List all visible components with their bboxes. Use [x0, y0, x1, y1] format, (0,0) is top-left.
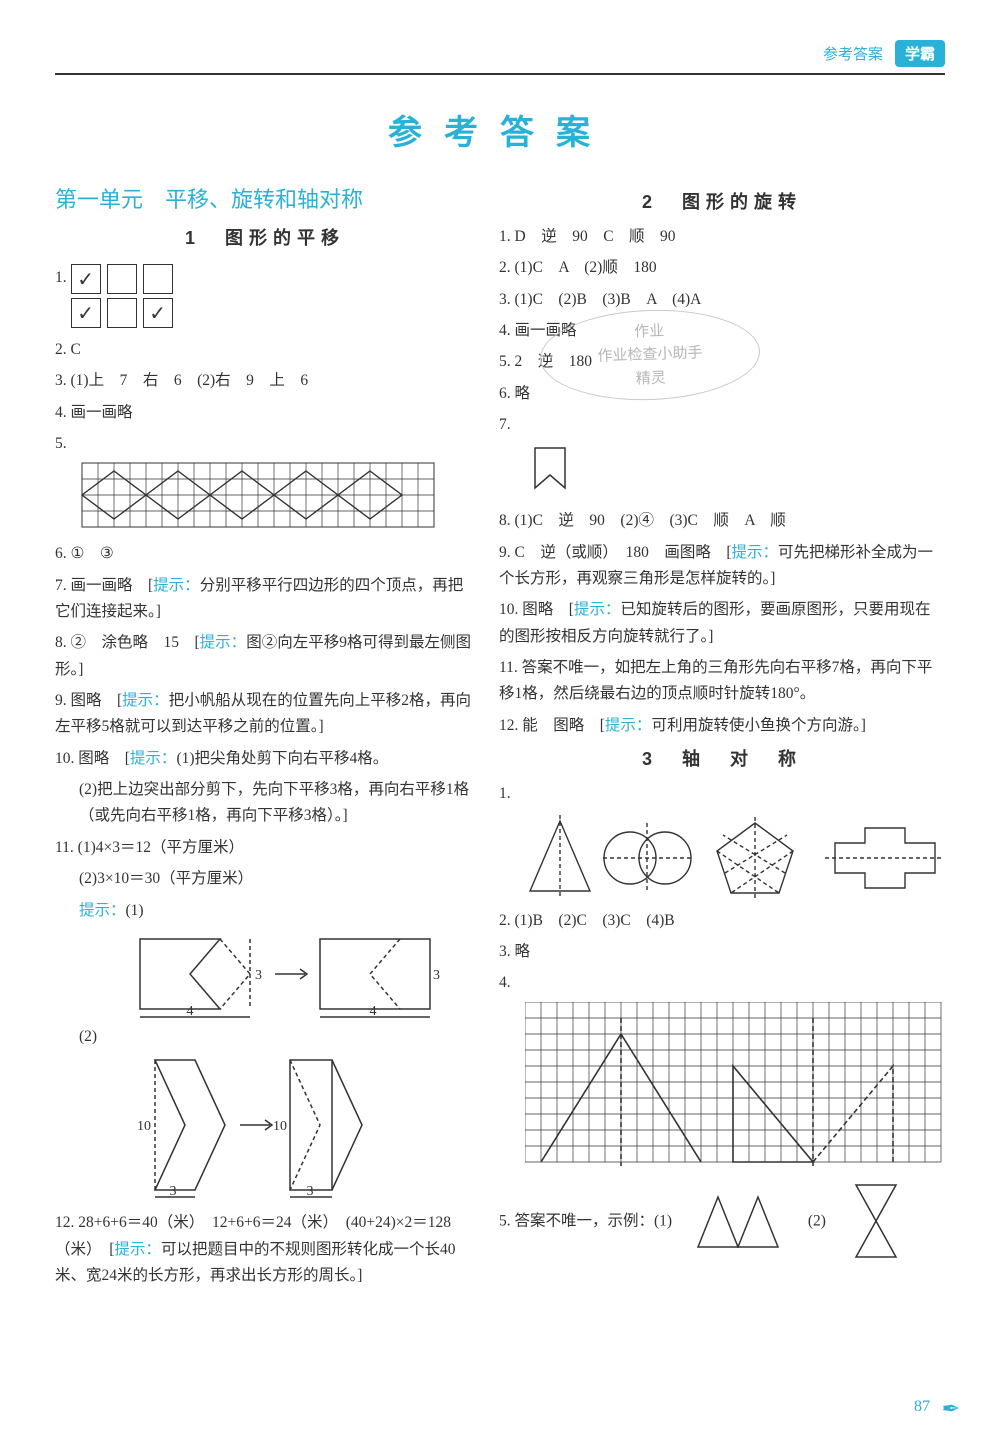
r12a: 12. 能 图略 [ — [499, 717, 605, 734]
svg-text:3: 3 — [433, 968, 440, 983]
section-title-3: 3 轴 对 称 — [499, 745, 945, 771]
q11d: (2) — [55, 1024, 475, 1050]
r5: 5. 2 逆 180 — [499, 349, 945, 375]
s2: 2. (1)B (2)C (3)C (4)B — [499, 908, 945, 934]
q7a: 7. 画一画略 [ — [55, 577, 153, 594]
q7: 7. 画一画略 [提示：分别平移平行四边形的四个顶点，再把它们连接起来。] — [55, 573, 475, 626]
page-title: 参考答案 — [55, 105, 945, 154]
svg-text:10: 10 — [273, 1119, 287, 1134]
header-badge: 学霸 — [895, 40, 945, 67]
q11c: (1) — [126, 902, 144, 919]
r7: 7. — [499, 412, 945, 438]
q3: 3. (1)上 7 右 6 (2)右 9 上 6 — [55, 368, 475, 394]
s3: 3. 略 — [499, 939, 945, 965]
s5b: (2) — [808, 1212, 826, 1229]
q4: 4. 画一画略 — [55, 400, 475, 426]
r1: 1. D 逆 90 C 顺 90 — [499, 224, 945, 250]
checkbox: ✓ — [71, 264, 101, 294]
q10a: 10. 图略 [ — [55, 750, 130, 767]
triangles-icon — [690, 1187, 790, 1257]
r8: 8. (1)C 逆 90 (2)④ (3)C 顺 A 顺 — [499, 508, 945, 534]
figure-q5 — [81, 462, 475, 536]
hint-label: 提示： — [122, 692, 169, 709]
right-column: 2 图形的旋转 1. D 逆 90 C 顺 90 2. (1)C A (2)顺 … — [499, 182, 945, 1294]
q9: 9. 图略 [提示：把小帆船从现在的位置先向上平移2格，再向左平移5格就可以到达… — [55, 688, 475, 741]
hint-label: 提示： — [153, 577, 200, 594]
s5a: 5. 答案不唯一，示例：(1) — [499, 1212, 672, 1229]
hint-label: 提示： — [79, 902, 126, 919]
r9: 9. C 逆（或顺） 180 画图略 [提示：可先把梯形补全成为一个长方形，再观… — [499, 540, 945, 593]
unit-title: 第一单元 平移、旋转和轴对称 — [55, 182, 475, 214]
r10: 10. 图略 [提示：已知旋转后的图形，要画原图形，只要用现在的图形按相反方向旋… — [499, 597, 945, 650]
svg-text:10: 10 — [137, 1119, 151, 1134]
checkbox — [107, 298, 137, 328]
grid-diamond-svg — [81, 462, 441, 536]
hint-label: 提示： — [200, 634, 247, 651]
figure-q11-2: 10 3 10 3 — [135, 1055, 475, 1205]
checkbox — [143, 264, 173, 294]
checkbox: ✓ — [143, 298, 173, 328]
header-label: 参考答案 — [823, 43, 883, 64]
figure-symmetry — [525, 813, 945, 903]
arrow-rect-svg: 3 4 3 4 — [135, 929, 445, 1019]
feather-icon: ✒ — [942, 1396, 960, 1422]
s5: 5. 答案不唯一，示例：(1) (2) — [499, 1177, 945, 1267]
s4: 4. — [499, 970, 945, 996]
q8a: 8. ② 涂色略 15 [ — [55, 634, 200, 651]
svg-text:4: 4 — [187, 1004, 194, 1019]
symmetry-shapes-svg — [525, 813, 945, 903]
figure-q11-1: 3 4 3 4 — [135, 929, 475, 1019]
q11-hint-line: 提示：(1) — [55, 898, 475, 924]
left-column: 第一单元 平移、旋转和轴对称 1 图形的平移 1. ✓ ✓ ✓ 2. C 3. … — [55, 182, 475, 1294]
content-columns: 第一单元 平移、旋转和轴对称 1 图形的平移 1. ✓ ✓ ✓ 2. C 3. … — [55, 182, 945, 1294]
header-rule — [55, 73, 945, 75]
svg-text:3: 3 — [170, 1184, 177, 1199]
hint-label: 提示： — [574, 601, 621, 618]
hint-label: 提示： — [732, 544, 779, 561]
checkbox-row-2: ✓ ✓ — [71, 298, 173, 328]
page-number: 87 — [914, 1398, 930, 1416]
r2: 2. (1)C A (2)顺 180 — [499, 255, 945, 281]
q6: 6. ① ③ — [55, 541, 475, 567]
figure-grid4 — [525, 1002, 945, 1172]
r11: 11. 答案不唯一，如把左上角的三角形先向右平移7格，再向下平移1格，然后绕最右… — [499, 655, 945, 708]
q10b: (1)把尖角处剪下向右平移4格。 — [176, 750, 388, 767]
r10a: 10. 图略 [ — [499, 601, 574, 618]
hint-label: 提示： — [605, 717, 652, 734]
q11a: 11. (1)4×3＝12（平方厘米） — [55, 835, 475, 861]
svg-text:3: 3 — [307, 1184, 314, 1199]
grid4-svg — [525, 1002, 945, 1172]
checkbox: ✓ — [71, 298, 101, 328]
q2: 2. C — [55, 337, 475, 363]
figure-r7 — [525, 443, 945, 503]
r3: 3. (1)C (2)B (3)B A (4)A — [499, 287, 945, 313]
svg-text:3: 3 — [255, 968, 262, 983]
q5: 5. — [55, 431, 475, 457]
q10: 10. 图略 [提示：(1)把尖角处剪下向右平移4格。 — [55, 746, 475, 772]
r9a: 9. C 逆（或顺） 180 画图略 [ — [499, 544, 732, 561]
banner-icon — [525, 443, 575, 503]
section-title-2: 2 图形的旋转 — [499, 188, 945, 214]
hint-label: 提示： — [130, 750, 177, 767]
checkbox-row-1: ✓ — [71, 264, 173, 294]
q11b: (2)3×10＝30（平方厘米） — [55, 866, 475, 892]
q1-label: 1. — [55, 265, 67, 291]
q8: 8. ② 涂色略 15 [提示：图②向左平移9格可得到最左侧图形。] — [55, 630, 475, 683]
r4: 4. 画一画略 — [499, 318, 945, 344]
q10c: (2)把上边突出部分剪下，先向下平移3格，再向右平移1格（或先向右平移1格，再向… — [55, 777, 475, 830]
page-header: 参考答案 学霸 — [55, 40, 945, 67]
hint-label: 提示： — [114, 1241, 161, 1258]
r6: 6. 略 — [499, 381, 945, 407]
s1: 1. — [499, 781, 945, 807]
hourglass-icon — [844, 1177, 914, 1267]
checkbox — [107, 264, 137, 294]
q12: 12. 28+6+6＝40（米） 12+6+6＝24（米） (40+24)×2＝… — [55, 1210, 475, 1289]
section-title-1: 1 图形的平移 — [55, 224, 475, 250]
r12: 12. 能 图略 [提示：可利用旋转使小鱼换个方向游。] — [499, 713, 945, 739]
q9a: 9. 图略 [ — [55, 692, 122, 709]
arrow-rect2-svg: 10 3 10 3 — [135, 1055, 395, 1205]
r12b: 可利用旋转使小鱼换个方向游。] — [651, 717, 865, 734]
svg-text:4: 4 — [370, 1004, 377, 1019]
